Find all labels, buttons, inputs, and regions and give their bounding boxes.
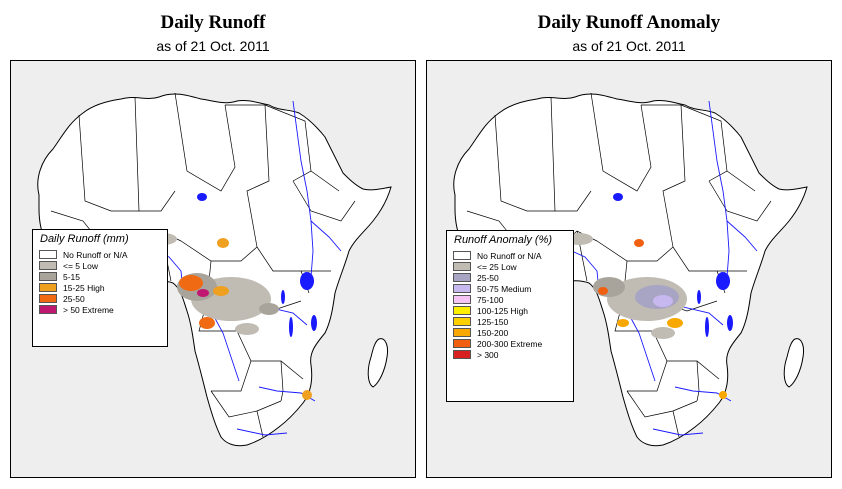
legend-swatch [453,317,471,326]
legend-label: 15-25 High [63,282,105,293]
legend-items: No Runoff or N/A <= 25 Low 25-50 50-75 Medi… [447,250,573,360]
legend-title: Daily Runoff (mm) [40,233,129,245]
legend-label: 75-100 [477,294,504,305]
legend-swatch [39,283,57,292]
legend-swatch [453,284,471,293]
lakes [197,193,317,337]
legend-swatch [39,294,57,303]
legend-item: 75-100 [453,294,573,305]
legend-swatch [453,295,471,304]
panel-title: Daily Runoff Anomaly [537,12,721,33]
legend-swatch [453,273,471,282]
legend-label: 200-300 Extreme [477,338,543,349]
africa-map [37,92,392,447]
legend-items: No Runoff or N/A <= 5 Low 5-15 15-25 High 25… [33,249,167,315]
legend-label: <= 25 Low [477,261,517,272]
legend-label: > 300 [477,349,499,360]
daily-runoff-legend: Daily Runoff (mm) No Runoff or N/A <= 5 L… [32,229,168,347]
legend-item: 125-150 [453,316,573,327]
legend-item: 50-75 Medium [453,283,573,294]
panel-subtitle: as of 21 Oct. 2011 [572,38,686,54]
panel-title: Daily Runoff [160,12,266,33]
legend-swatch [453,262,471,271]
runoff-anomaly-panel: Daily Runoff Anomaly as of 21 Oct. 2011 [424,0,834,489]
lakes [613,193,733,337]
runoff-anomaly-map [426,60,832,478]
panel-subtitle: as of 21 Oct. 2011 [156,38,270,54]
legend-label: No Runoff or N/A [63,249,128,260]
legend-item: <= 25 Low [453,261,573,272]
legend-title: Runoff Anomaly (%) [454,234,553,246]
legend-label: > 50 Extreme [63,304,114,315]
legend-label: 100-125 High [477,305,529,316]
legend-label: 150-200 [477,327,509,338]
legend-swatch [39,272,57,281]
legend-swatch [453,306,471,315]
legend-swatch [39,305,57,314]
daily-runoff-map [10,60,416,478]
legend-swatch [39,250,57,259]
legend-item: 200-300 Extreme [453,338,573,349]
legend-label: 125-150 [477,316,509,327]
legend-item: <= 5 Low [39,260,167,271]
legend-label: <= 5 Low [63,260,98,271]
legend-swatch [453,339,471,348]
legend-label: 5-15 [63,271,81,282]
legend-label: 25-50 [63,293,85,304]
africa-map [453,92,808,447]
legend-item: No Runoff or N/A [39,249,167,260]
runoff-anomaly-legend: Runoff Anomaly (%) No Runoff or N/A <= 25… [446,230,574,402]
daily-runoff-panel: Daily Runoff as of 21 Oct. 2011 [8,0,418,489]
legend-item: > 50 Extreme [39,304,167,315]
legend-label: 50-75 Medium [477,283,532,294]
africa-landmass [453,93,808,447]
legend-item: 25-50 [453,272,573,283]
runoff-patches [85,229,312,400]
legend-item: > 300 [453,349,573,360]
legend-item: 100-125 High [453,305,573,316]
legend-item: 25-50 [39,293,167,304]
legend-label: No Runoff or N/A [477,250,542,261]
legend-item: 15-25 High [39,282,167,293]
legend-swatch [453,328,471,337]
africa-landmass [37,93,392,447]
legend-label: 25-50 [477,272,499,283]
legend-swatch [39,261,57,270]
legend-item: No Runoff or N/A [453,250,573,261]
legend-swatch [453,350,471,359]
legend-item: 150-200 [453,327,573,338]
legend-swatch [453,251,471,260]
legend-item: 5-15 [39,271,167,282]
